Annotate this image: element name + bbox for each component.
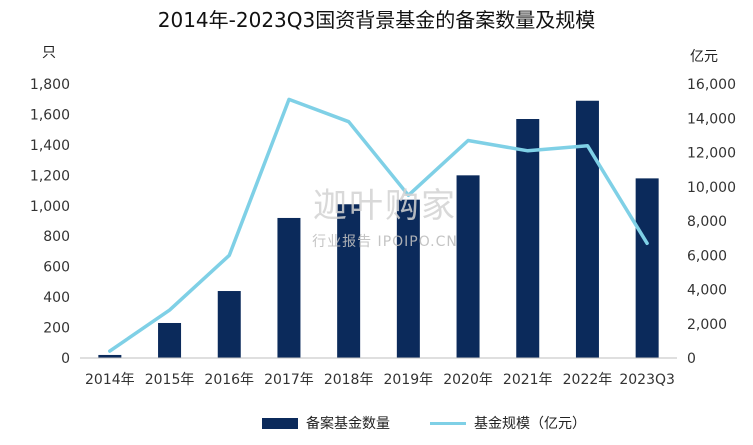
legend-label-bars: 备案基金数量	[306, 413, 390, 433]
x-tick-label: 2018年	[324, 372, 374, 388]
right-tick-label: 0	[687, 351, 696, 367]
left-tick-label: 200	[43, 321, 70, 337]
left-tick-label: 1,000	[30, 199, 70, 215]
legend-bar-swatch	[262, 418, 298, 429]
x-tick-label: 2021年	[503, 372, 553, 388]
left-tick-label: 800	[43, 229, 70, 245]
bar	[158, 323, 181, 358]
series-line	[110, 99, 647, 351]
x-axis-ticks: 2014年 2015年 2016年 2017年 2018年 2019年 2020年 2021年…	[85, 372, 675, 388]
right-tick-label: 2,000	[687, 317, 727, 333]
bar	[457, 175, 480, 358]
left-tick-label: 1,200	[30, 168, 70, 184]
x-tick-label: 2014年	[85, 372, 135, 388]
left-tick-label: 1,400	[30, 138, 70, 154]
right-tick-label: 8,000	[687, 214, 727, 230]
left-tick-label: 1,800	[30, 77, 70, 93]
bar	[636, 178, 659, 358]
right-tick-label: 4,000	[687, 283, 727, 299]
right-tick-label: 12,000	[687, 146, 736, 162]
right-tick-label: 10,000	[687, 180, 736, 196]
x-tick-label: 2015年	[145, 372, 195, 388]
x-tick-label: 2019年	[384, 372, 434, 388]
left-tick-label: 600	[43, 260, 70, 276]
bar	[337, 204, 360, 358]
legend: 备案基金数量 基金规模（亿元）	[0, 413, 753, 433]
left-tick-label: 1,600	[30, 107, 70, 123]
x-tick-label: 2020年	[443, 372, 493, 388]
legend-line-swatch	[430, 422, 466, 425]
right-axis-ticks: 0 2,000 4,000 6,000 8,000 10,000 12,000 14,000 1…	[687, 77, 736, 367]
right-tick-label: 16,000	[687, 77, 736, 93]
bar	[516, 119, 539, 358]
x-tick-label: 2016年	[204, 372, 254, 388]
x-tick-label: 2017年	[264, 372, 314, 388]
bar	[218, 291, 241, 358]
legend-item-bars: 备案基金数量	[262, 413, 390, 433]
bar	[576, 101, 599, 358]
right-tick-label: 14,000	[687, 111, 736, 127]
x-tick-label: 2022年	[563, 372, 613, 388]
bar	[397, 200, 420, 358]
right-tick-label: 6,000	[687, 248, 727, 264]
line-series	[110, 99, 647, 351]
x-tick-label: 2023Q3	[619, 372, 675, 388]
legend-item-line: 基金规模（亿元）	[430, 413, 586, 433]
left-axis-ticks: 0 200 400 600 800 1,000 1,200 1,400 1,600 1,800	[30, 77, 70, 367]
left-tick-label: 0	[61, 351, 70, 367]
bar-series	[98, 101, 658, 358]
left-tick-label: 400	[43, 290, 70, 306]
legend-label-line: 基金规模（亿元）	[474, 413, 586, 433]
bar	[277, 218, 300, 358]
